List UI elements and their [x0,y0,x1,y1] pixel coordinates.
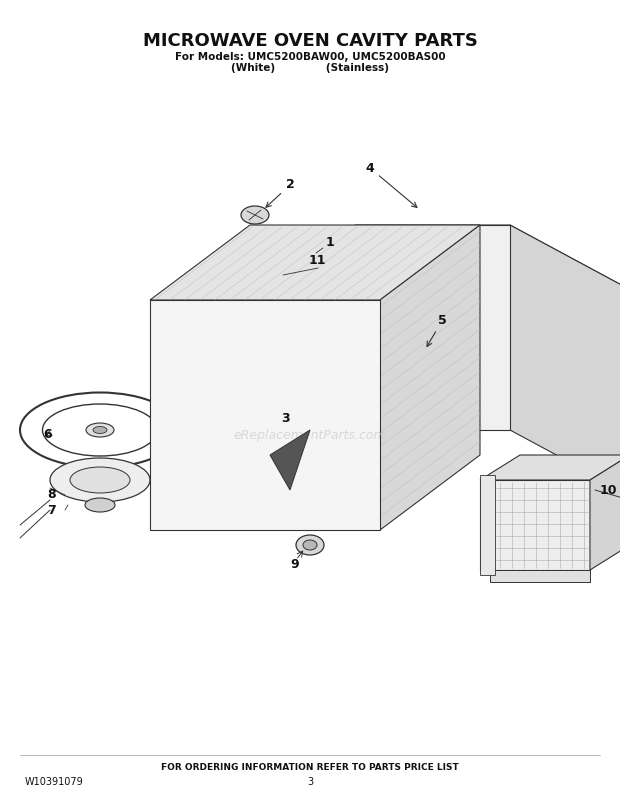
Ellipse shape [85,498,115,512]
Text: eReplacementParts.com: eReplacementParts.com [234,428,386,441]
Text: 4: 4 [366,161,417,208]
Ellipse shape [296,535,324,555]
Text: FOR ORDERING INFORMATION REFER TO PARTS PRICE LIST: FOR ORDERING INFORMATION REFER TO PARTS … [161,763,459,772]
Polygon shape [490,570,590,582]
Polygon shape [150,225,480,300]
Text: 11: 11 [308,253,326,266]
Ellipse shape [70,467,130,493]
Ellipse shape [273,274,283,282]
Text: W10391079: W10391079 [25,777,84,787]
Text: 1: 1 [326,237,334,249]
Text: (White)              (Stainless): (White) (Stainless) [231,63,389,73]
Ellipse shape [86,423,114,437]
Polygon shape [355,225,510,430]
Text: 3: 3 [281,411,290,424]
Polygon shape [150,300,380,530]
Ellipse shape [241,206,269,224]
Text: 6: 6 [43,428,52,441]
Polygon shape [355,225,620,295]
Polygon shape [380,225,480,530]
Ellipse shape [269,271,287,285]
Text: 8: 8 [48,488,56,501]
Text: 9: 9 [291,558,299,572]
Text: 10: 10 [600,484,617,496]
Polygon shape [355,230,370,420]
Ellipse shape [50,458,150,502]
Text: 5: 5 [427,314,447,346]
Polygon shape [510,225,620,500]
Polygon shape [380,310,470,390]
Polygon shape [480,475,495,575]
Ellipse shape [93,427,107,434]
Text: MICROWAVE OVEN CAVITY PARTS: MICROWAVE OVEN CAVITY PARTS [143,32,477,50]
Text: 7: 7 [48,504,56,516]
Polygon shape [270,430,310,490]
Text: 2: 2 [266,179,294,207]
Text: 3: 3 [307,777,313,787]
Polygon shape [480,480,590,570]
Polygon shape [480,455,620,480]
Text: For Models: UMC5200BAW00, UMC5200BAS00: For Models: UMC5200BAW00, UMC5200BAS00 [175,52,445,62]
Ellipse shape [303,540,317,550]
Polygon shape [350,425,380,445]
Polygon shape [590,455,620,570]
